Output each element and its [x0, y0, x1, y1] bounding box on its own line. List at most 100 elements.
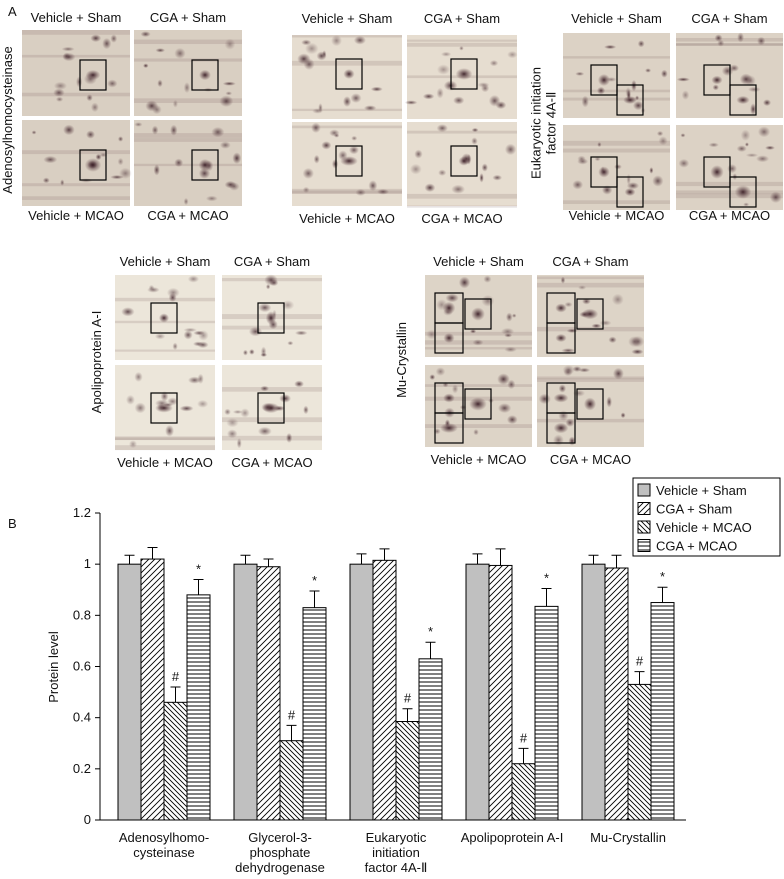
y-tick-label: 0.6 [73, 659, 91, 674]
gel-spot [174, 158, 184, 168]
condition-label: Vehicle + MCAO [569, 208, 665, 223]
gel-spot [711, 75, 723, 85]
gel-spot [747, 86, 761, 93]
gel-spot [368, 180, 378, 192]
gel-spot [155, 403, 173, 413]
bar [186, 594, 211, 821]
gel-spot [440, 51, 452, 57]
gel-spot [55, 96, 64, 102]
gel-spot [170, 124, 178, 136]
gel-spot [43, 155, 58, 164]
gel-spot [303, 405, 309, 415]
gel-streak [425, 424, 532, 429]
spot-box [546, 322, 576, 354]
gel-streak [537, 378, 644, 382]
significance-mark: * [428, 624, 433, 639]
gel-spot [757, 36, 766, 46]
panel-label: A [8, 4, 17, 19]
gel-spot [140, 31, 151, 38]
gel-spot [86, 94, 93, 102]
spot-box [464, 388, 492, 420]
gel-spot [745, 153, 759, 158]
bar [534, 605, 559, 821]
condition-label: CGA + MCAO [147, 208, 228, 223]
gel-spot [552, 434, 564, 446]
gel-spot [174, 47, 186, 59]
gel-spot [504, 333, 513, 338]
gel-spot [224, 38, 236, 50]
gel-spot [348, 145, 359, 155]
gel-spot [128, 440, 138, 449]
gel-spot [581, 308, 599, 320]
gel-streak [407, 205, 517, 208]
spot-box [616, 176, 644, 208]
gel-spot [187, 275, 200, 283]
significance-mark: * [544, 570, 549, 585]
gel-spot [555, 333, 567, 343]
error-bar [495, 548, 506, 566]
text-line: cysteinase [133, 845, 194, 860]
y-tick-label: 0 [84, 812, 91, 827]
gel-spot [62, 52, 71, 60]
gel-spot [608, 336, 617, 344]
gel-spot [764, 145, 775, 150]
gel-spot [311, 122, 321, 134]
gel-spot [744, 142, 749, 147]
gel-spot [183, 330, 193, 340]
error-bar [170, 686, 181, 703]
gel-spot [445, 293, 459, 303]
gel-spot [242, 349, 248, 356]
gel-spot [187, 376, 202, 384]
gel-spot [473, 428, 479, 436]
gel-spot [409, 163, 422, 175]
gel-spot [572, 180, 584, 190]
error-bar [425, 641, 436, 659]
significance-mark: * [660, 569, 665, 584]
gel-spot [558, 384, 567, 393]
gel-spot [143, 63, 149, 69]
gel-spot [614, 164, 622, 170]
gel-spot [599, 320, 612, 326]
gel-spot [442, 301, 456, 315]
legend-label: CGA + Sham [656, 502, 732, 517]
gel-spot [404, 100, 418, 105]
gel-spot [769, 191, 782, 204]
gel-spot [232, 152, 242, 164]
gel-spot [331, 35, 342, 47]
gel-spot [458, 156, 470, 166]
gel-spot [110, 34, 118, 43]
condition-label: Vehicle + Sham [571, 11, 662, 26]
gel-spot [376, 188, 390, 195]
bar [511, 763, 536, 821]
error-bar [309, 590, 320, 608]
gel-streak [134, 163, 242, 167]
gel-spot [459, 45, 464, 51]
legend-label: Vehicle + Sham [656, 483, 747, 498]
gel-spot [612, 367, 624, 380]
significance-mark: # [288, 707, 296, 722]
spot-box [576, 298, 604, 330]
gel-spot [224, 408, 231, 416]
gel-spot [736, 145, 747, 153]
gel-spot [183, 82, 191, 94]
gel-spot [424, 183, 436, 193]
gel-spot [451, 384, 459, 394]
gel-spot [90, 34, 102, 43]
gel-spot [678, 158, 690, 168]
protein-label: Eukaryotic initiationfactor 4A-Ⅱ [529, 67, 559, 179]
gel-spot [737, 32, 745, 43]
gel-spot [151, 104, 162, 115]
y-tick-label: 1 [84, 556, 91, 571]
gel-spot [538, 393, 551, 405]
gel-image [22, 30, 130, 116]
gel-streak [292, 188, 402, 194]
condition-label: CGA + MCAO [421, 211, 502, 226]
gel-spot [160, 391, 169, 402]
gel-spot [623, 95, 637, 105]
text-line: factor 4A-Ⅱ [365, 860, 428, 875]
gel-streak [676, 43, 783, 46]
bar [418, 658, 443, 821]
text-line: Adenosylhomo- [119, 830, 209, 845]
bar [163, 701, 188, 821]
gel-spot [504, 143, 517, 156]
